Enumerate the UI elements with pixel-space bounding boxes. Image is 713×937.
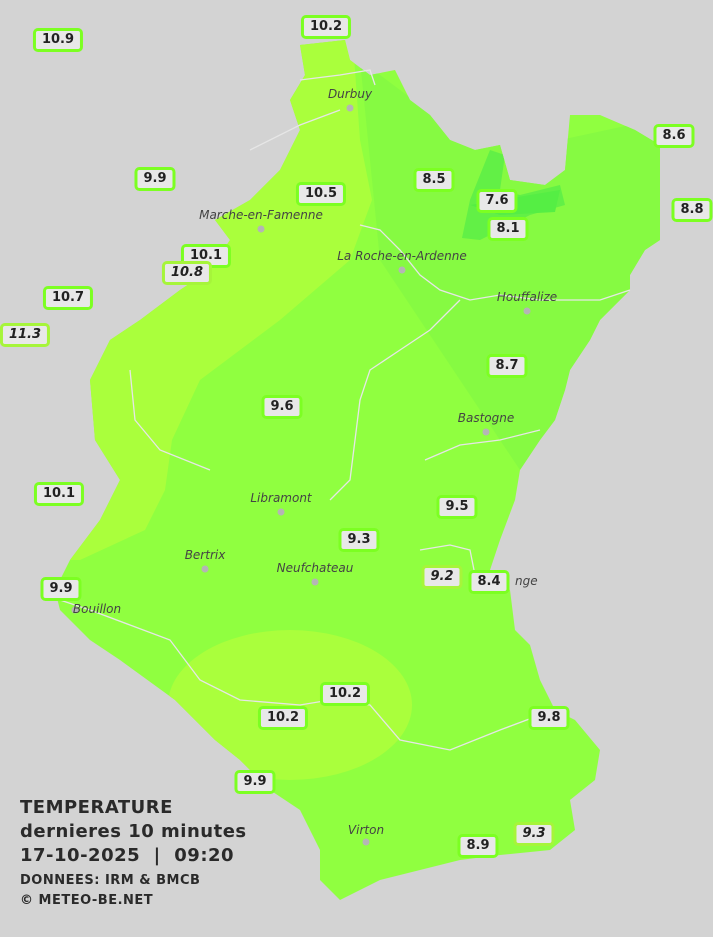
temperature-label: 8.4	[468, 570, 510, 594]
temperature-label: 9.9	[234, 770, 276, 794]
city-dot	[277, 508, 285, 516]
copyright: © METEO-BE.NET	[20, 893, 154, 908]
temperature-label: 10.1	[33, 482, 85, 506]
temperature-label: 9.9	[40, 577, 82, 601]
temperature-label: 10.2	[300, 15, 352, 39]
temperature-label: 11.3	[0, 323, 51, 347]
temperature-label: 7.6	[476, 189, 518, 213]
city-dot	[482, 428, 490, 436]
city-dot	[346, 104, 354, 112]
temperature-label: 8.1	[487, 217, 529, 241]
temperature-label: 9.2	[421, 565, 463, 589]
rivers	[59, 69, 631, 751]
city-label: Bastogne	[457, 411, 515, 425]
data-source: DONNEES: IRM & BMCB	[20, 873, 201, 888]
city-dot	[311, 578, 319, 586]
temperature-label: 8.9	[457, 834, 499, 858]
map-legend: TEMPERATURE dernieres 10 minutes 17-10-2…	[20, 796, 247, 911]
temperature-label: 9.8	[528, 706, 570, 730]
city-dot	[523, 307, 531, 315]
temperature-label: 8.5	[413, 168, 455, 192]
city-dot	[398, 266, 406, 274]
temperature-label: 10.2	[257, 706, 309, 730]
city-label: Houffalize	[496, 290, 558, 304]
city-label: nge	[515, 574, 538, 588]
city-label: Libramont	[250, 491, 312, 505]
city-dot	[71, 606, 79, 614]
city-dot	[257, 225, 265, 233]
city-label: Bertrix	[184, 548, 226, 562]
temperature-label: 9.6	[261, 395, 303, 419]
temperature-label: 9.3	[513, 822, 555, 846]
temperature-label: 8.6	[653, 124, 695, 148]
temperature-label: 9.3	[338, 528, 380, 552]
zone-10-11-south	[168, 630, 412, 780]
city-label: La Roche-en-Ardenne	[337, 249, 467, 263]
city-dot	[201, 565, 209, 573]
temperature-label: 10.8	[161, 261, 213, 285]
map-subtitle: dernieres 10 minutes	[20, 821, 247, 842]
zone-8-9	[360, 60, 660, 470]
temperature-label: 8.7	[486, 354, 528, 378]
temperature-label: 9.5	[436, 495, 478, 519]
map-datetime: 17-10-2025 | 09:20	[20, 845, 235, 866]
city-label: Marche-en-Famenne	[199, 208, 323, 222]
temperature-label: 10.9	[32, 28, 84, 52]
temperature-label: 10.5	[295, 182, 347, 206]
city-label: Bouillon	[72, 602, 122, 616]
city-label: Durbuy	[327, 87, 373, 101]
temperature-label: 9.9	[134, 167, 176, 191]
city-dot	[362, 838, 370, 846]
temperature-label: 8.8	[671, 198, 713, 222]
city-label: Virton	[347, 823, 385, 837]
temperature-label: 10.2	[319, 682, 371, 706]
map-title: TEMPERATURE	[20, 797, 173, 818]
temperature-label: 10.7	[42, 286, 94, 310]
city-label: Neufchateau	[276, 561, 354, 575]
